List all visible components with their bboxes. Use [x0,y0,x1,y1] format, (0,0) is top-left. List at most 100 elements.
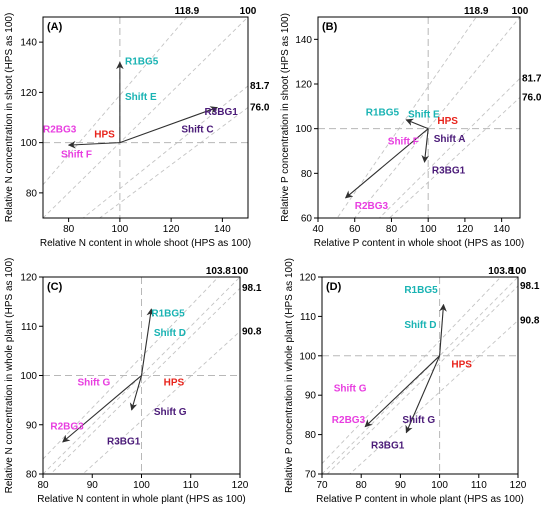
annotation-shift-g: Shift G [77,377,110,388]
annotation-shift-g: Shift G [154,407,187,418]
ratio-label: 100 [510,266,527,277]
annotation-hps: HPS [451,360,472,371]
plot-area [43,277,240,474]
panel-1: 80 100 120 140 80 100 120 140 Relative N content… [4,6,270,249]
annotation-shift-e: Shift E [125,92,157,103]
plot-area [43,17,248,218]
ratio-label: 90.8 [242,326,262,337]
x-tick-label: 70 [316,480,328,491]
y-tick-label: 100 [20,371,37,382]
annotation-r2bg3: R2BG3 [43,125,77,136]
vector-r2bg3 [344,128,429,199]
y-tick-label: 120 [299,273,316,284]
annotation-shift-f: Shift F [61,150,92,161]
ratio-label: 98.1 [520,281,540,292]
panel-label: (B) [322,21,338,33]
annotation-shift-g: Shift G [334,383,367,394]
x-tick-label: 110 [471,480,487,491]
ratio-line-100 [322,277,518,474]
x-tick-label: 60 [349,224,361,235]
x-tick-label: 80 [37,480,49,491]
y-tick-label: 120 [20,273,37,284]
panel-4: 70 80 90 100 110 120 70 80 90 100 110 120 Relative P… [284,258,540,505]
annotation-r3bg1: R3BG1 [107,436,141,447]
x-tick-label: 140 [214,224,231,235]
ratio-label: 90.8 [520,315,540,326]
x-tick-label: 80 [63,224,75,235]
y-tick-label: 60 [301,214,313,225]
x-axis-label: Relative P content in whole shoot (HPS a… [314,238,525,249]
y-tick-label: 70 [305,470,317,481]
x-tick-label: 140 [493,224,510,235]
plot-area [318,17,520,218]
vector-r3bg1 [129,375,143,411]
annotation-r1bg5: R1BG5 [151,308,185,319]
panel-label: (A) [47,21,63,33]
panel-label: (D) [326,281,342,293]
x-tick-label: 100 [431,480,448,491]
y-tick-label: 110 [300,312,316,323]
ratio-line-98.1 [49,287,240,474]
annotation-hps: HPS [164,377,185,388]
ratio-label: 100 [232,266,249,277]
annotation-r2bg3: R2BG3 [50,422,84,433]
ratio-label: 76.0 [522,92,542,103]
plot-frame [321,276,519,475]
y-tick-label: 80 [26,188,38,199]
x-tick-label: 120 [457,224,474,235]
ratio-label: 81.7 [250,81,270,92]
plot-frame [317,16,521,219]
ratio-label: 118.9 [175,6,200,17]
annotation-r3bg1: R3BG1 [432,165,466,176]
x-tick-label: 80 [386,224,398,235]
x-tick-label: 90 [395,480,407,491]
y-tick-label: 100 [295,124,312,135]
y-tick-label: 120 [20,88,37,99]
y-tick-label: 80 [301,169,313,180]
y-tick-label: 100 [299,351,316,362]
x-tick-label: 100 [112,224,129,235]
y-axis-label: Relative P concentration in whole plant … [284,258,295,493]
annotation-shift-e: Shift E [408,110,440,121]
vector-r2bg3 [364,355,440,428]
annotation-shift-d: Shift D [404,320,436,331]
y-axis-label: Relative N concentration in shoot (HPS a… [4,13,15,223]
annotation-r1bg5: R1BG5 [125,57,159,68]
plot-area [322,277,518,474]
y-axis-label: Relative N concentration in whole plant … [4,258,15,494]
annotation-r3bg1: R3BG1 [371,440,405,451]
x-tick-label: 100 [420,224,437,235]
x-tick-label: 90 [87,480,99,491]
ratio-label: 81.7 [522,73,542,84]
ratio-line-100 [43,277,240,474]
ratio-label: 100 [240,6,257,17]
vector-r3bg1 [119,106,218,144]
y-tick-label: 90 [26,420,38,431]
annotation-shift-f: Shift F [388,136,419,147]
ratio-line-81.7 [378,77,520,218]
x-tick-label: 40 [312,224,324,235]
ratio-label: 103.8 [206,266,231,277]
ratio-line-118.9 [336,17,477,218]
x-tick-label: 120 [232,480,249,491]
vector-r1bg5 [140,308,155,376]
ratio-label: 76.0 [250,102,270,113]
annotation-shift-g: Shift G [402,415,435,426]
ratio-label: 103.8 [488,266,513,277]
y-tick-label: 80 [26,470,38,481]
x-tick-label: 120 [510,480,527,491]
x-tick-label: 110 [183,480,199,491]
vector-r3bg1 [405,355,441,434]
y-axis-label: Relative P concentration in shoot (HPS a… [280,13,291,222]
x-axis-label: Relative N content in whole plant (HPS a… [37,494,245,505]
annotation-r1bg5: R1BG5 [404,285,438,296]
annotation-shift-c: Shift C [181,125,213,136]
x-axis-label: Relative N content in whole shoot (HPS a… [40,238,251,249]
vector-r3bg1 [421,128,430,163]
x-axis-label: Relative P content in whole plant (HPS a… [316,494,524,505]
ratio-line-98.1 [326,285,518,474]
ratio-line-100 [43,17,248,218]
annotation-hps: HPS [437,116,458,127]
